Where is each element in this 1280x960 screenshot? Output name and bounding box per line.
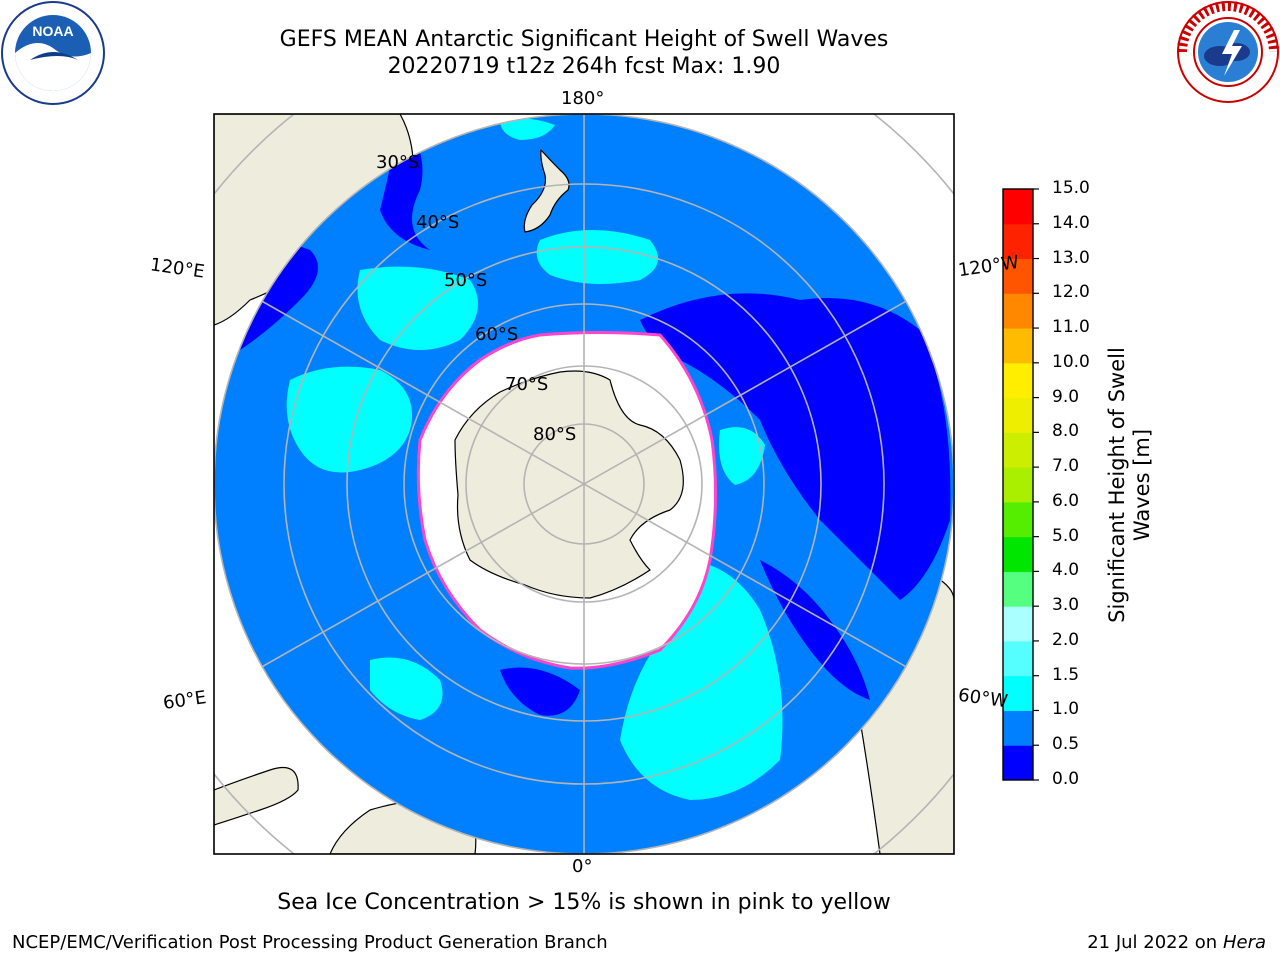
colorbar-tick-label: 8.0	[1052, 421, 1080, 442]
colorbar-segment	[1003, 223, 1033, 260]
colorbar-segment	[1003, 501, 1033, 538]
colorbar-tick-label: 9.0	[1052, 386, 1080, 407]
colorbar-tick-label: 11.0	[1052, 317, 1090, 338]
nws-logo-icon	[1177, 1, 1279, 103]
footer-date-text: 21 Jul 2022 on	[1087, 932, 1223, 953]
footer-host: Hera	[1222, 932, 1266, 953]
colorbar-label: Significant Height of Swell Waves [m]	[1105, 347, 1154, 623]
colorbar-segment	[1003, 432, 1033, 468]
colorbar-segment	[1003, 571, 1033, 607]
antarctica-landmass	[454, 370, 684, 599]
colorbar-tick-label: 2.0	[1052, 629, 1080, 650]
colorbar-tick-label: 12.0	[1052, 282, 1090, 303]
colorbar-segment	[1003, 397, 1033, 433]
colorbar-tick-label: 3.0	[1052, 595, 1080, 616]
lat-label-60s: 60°S	[475, 324, 519, 345]
lat-label-70s: 70°S	[505, 374, 549, 395]
colorbar-tick-label: 5.0	[1052, 525, 1080, 546]
lat-label-30s: 30°S	[376, 152, 420, 173]
noaa-logo-text: NOAA	[32, 23, 73, 39]
colorbar-tick-label: 4.0	[1052, 560, 1080, 581]
lon-label-180: 180°	[561, 88, 605, 109]
colorbar-tick-label: 14.0	[1052, 212, 1090, 233]
chart-title: GEFS MEAN Antarctic Significant Height o…	[279, 27, 889, 52]
graticule	[214, 114, 954, 854]
new-zealand	[523, 148, 570, 233]
colorbar-segment	[1003, 328, 1033, 364]
colorbar-segment	[1003, 640, 1033, 677]
colorbar-tick-label: 13.0	[1052, 247, 1090, 268]
noaa-logo-icon: NOAA	[1, 1, 105, 105]
colorbar-segment	[1003, 675, 1033, 711]
lat-label-80s: 80°S	[533, 424, 577, 445]
colorbar-border	[1002, 188, 1034, 781]
colorbar-segment	[1003, 536, 1033, 572]
lon-label-0: 0°	[572, 856, 593, 877]
chart-subtitle: 20220719 t12z 264h fcst Max: 1.90	[387, 54, 781, 79]
colorbar-tick-label: 15.0	[1052, 178, 1090, 198]
map-frame	[213, 113, 955, 855]
colorbar-segment	[1003, 258, 1033, 294]
colorbar-tick-label: 6.0	[1052, 490, 1080, 511]
colorbar-segment	[1003, 293, 1033, 329]
footer-date: 21 Jul 2022 on Hera	[1087, 932, 1266, 953]
map-caption: Sea Ice Concentration > 15% is shown in …	[277, 890, 891, 915]
colorbar-tick-label: 0.5	[1052, 734, 1080, 755]
lat-label-40s: 40°S	[416, 212, 460, 233]
colorbar-segment	[1003, 710, 1033, 746]
colorbar	[1002, 188, 1039, 781]
colorbar-tick-label: 1.0	[1052, 699, 1080, 720]
lat-label-50s: 50°S	[444, 270, 488, 291]
colorbar-tick-label: 0.0	[1052, 769, 1080, 789]
colorbar-segment	[1003, 467, 1033, 503]
colorbar-segment	[1003, 745, 1033, 781]
colorbar-tick-label: 10.0	[1052, 351, 1090, 372]
colorbar-segment	[1003, 189, 1033, 225]
colorbar-segment	[1003, 606, 1033, 642]
footer-credit: NCEP/EMC/Verification Post Processing Pr…	[12, 932, 608, 953]
colorbar-tick-label: 1.5	[1052, 664, 1080, 685]
colorbar-segment	[1003, 362, 1033, 399]
colorbar-tick-label: 7.0	[1052, 456, 1080, 477]
